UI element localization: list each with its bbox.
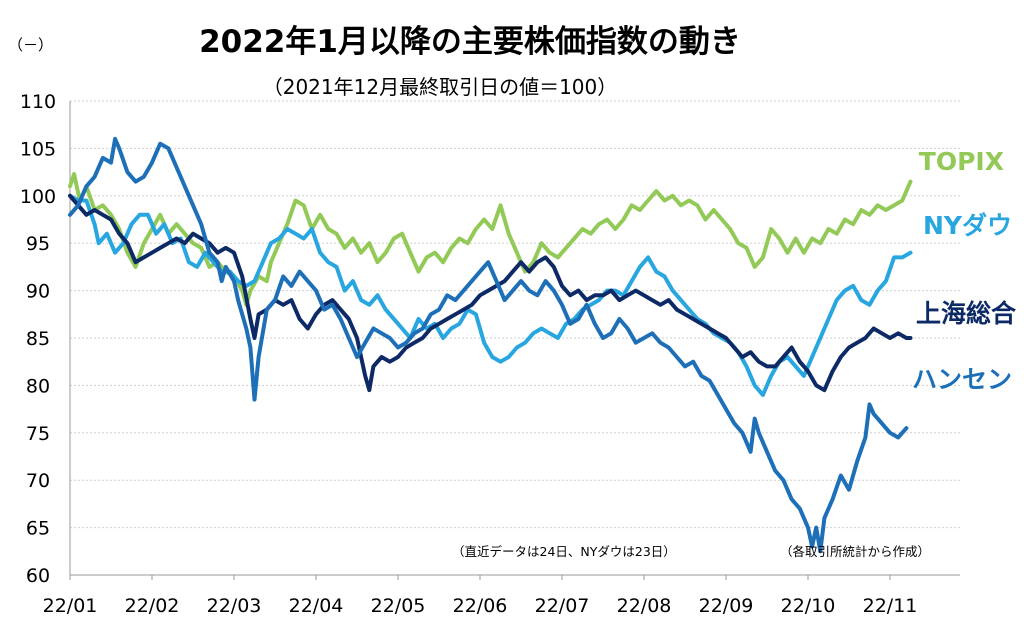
- x-tick-label: 22/06: [453, 595, 508, 617]
- series-line-0: [68, 172, 913, 307]
- y-tick-label: 105: [20, 138, 56, 160]
- y-tick-label: 90: [26, 281, 50, 303]
- y-tick-label: 65: [26, 518, 50, 540]
- x-tick-label: 22/05: [371, 595, 426, 617]
- x-tick-label: 22/03: [207, 595, 262, 617]
- y-tick-label: 70: [26, 470, 50, 492]
- note-latest-data: （直近データは24日、NYダウは23日）: [452, 544, 676, 559]
- x-tick-label: 22/02: [125, 595, 180, 617]
- series-label-1: NYダウ: [923, 211, 1012, 240]
- gridlines: [70, 100, 960, 529]
- y-tick-label: 95: [26, 233, 50, 255]
- x-axis: 22/01 22/02 22/03 22/04 22/05 22/06 22/07 22/08…: [43, 574, 960, 617]
- note-source: （各取引所統計から作成）: [780, 544, 930, 559]
- y-tick-label: 85: [26, 328, 50, 350]
- y-tick-label: 100: [20, 186, 56, 208]
- y-tick-label: 80: [26, 375, 50, 397]
- y-axis: 60 65 70 75 80 85 90 95 100 105 110: [20, 91, 71, 587]
- chart-subtitle: （2021年12月最終取引日の値＝100）: [263, 75, 618, 99]
- x-tick-label: 22/07: [535, 595, 590, 617]
- x-tick-label: 22/08: [617, 595, 672, 617]
- chart-title: 2022年1月以降の主要株価指数の動き: [199, 24, 741, 60]
- y-tick-label: 110: [20, 91, 56, 113]
- series-label-2: 上海総合: [916, 299, 1017, 328]
- x-tick-label: 22/01: [43, 595, 98, 617]
- y-axis-unit: （－）: [8, 36, 53, 54]
- series-lines: [68, 136, 913, 554]
- series-line-1: [68, 193, 913, 397]
- x-tick-label: 22/09: [699, 595, 754, 617]
- series-label-3: ハンセン: [912, 365, 1012, 394]
- series-line-2: [68, 193, 913, 393]
- series-line-3: [68, 136, 909, 554]
- x-tick-label: 22/11: [863, 595, 918, 617]
- series-label-0: TOPIX: [919, 147, 1004, 176]
- y-tick-label: 60: [26, 565, 50, 587]
- x-tick-label: 22/10: [781, 595, 836, 617]
- x-tick-label: 22/04: [289, 595, 344, 617]
- y-tick-label: 75: [26, 423, 50, 445]
